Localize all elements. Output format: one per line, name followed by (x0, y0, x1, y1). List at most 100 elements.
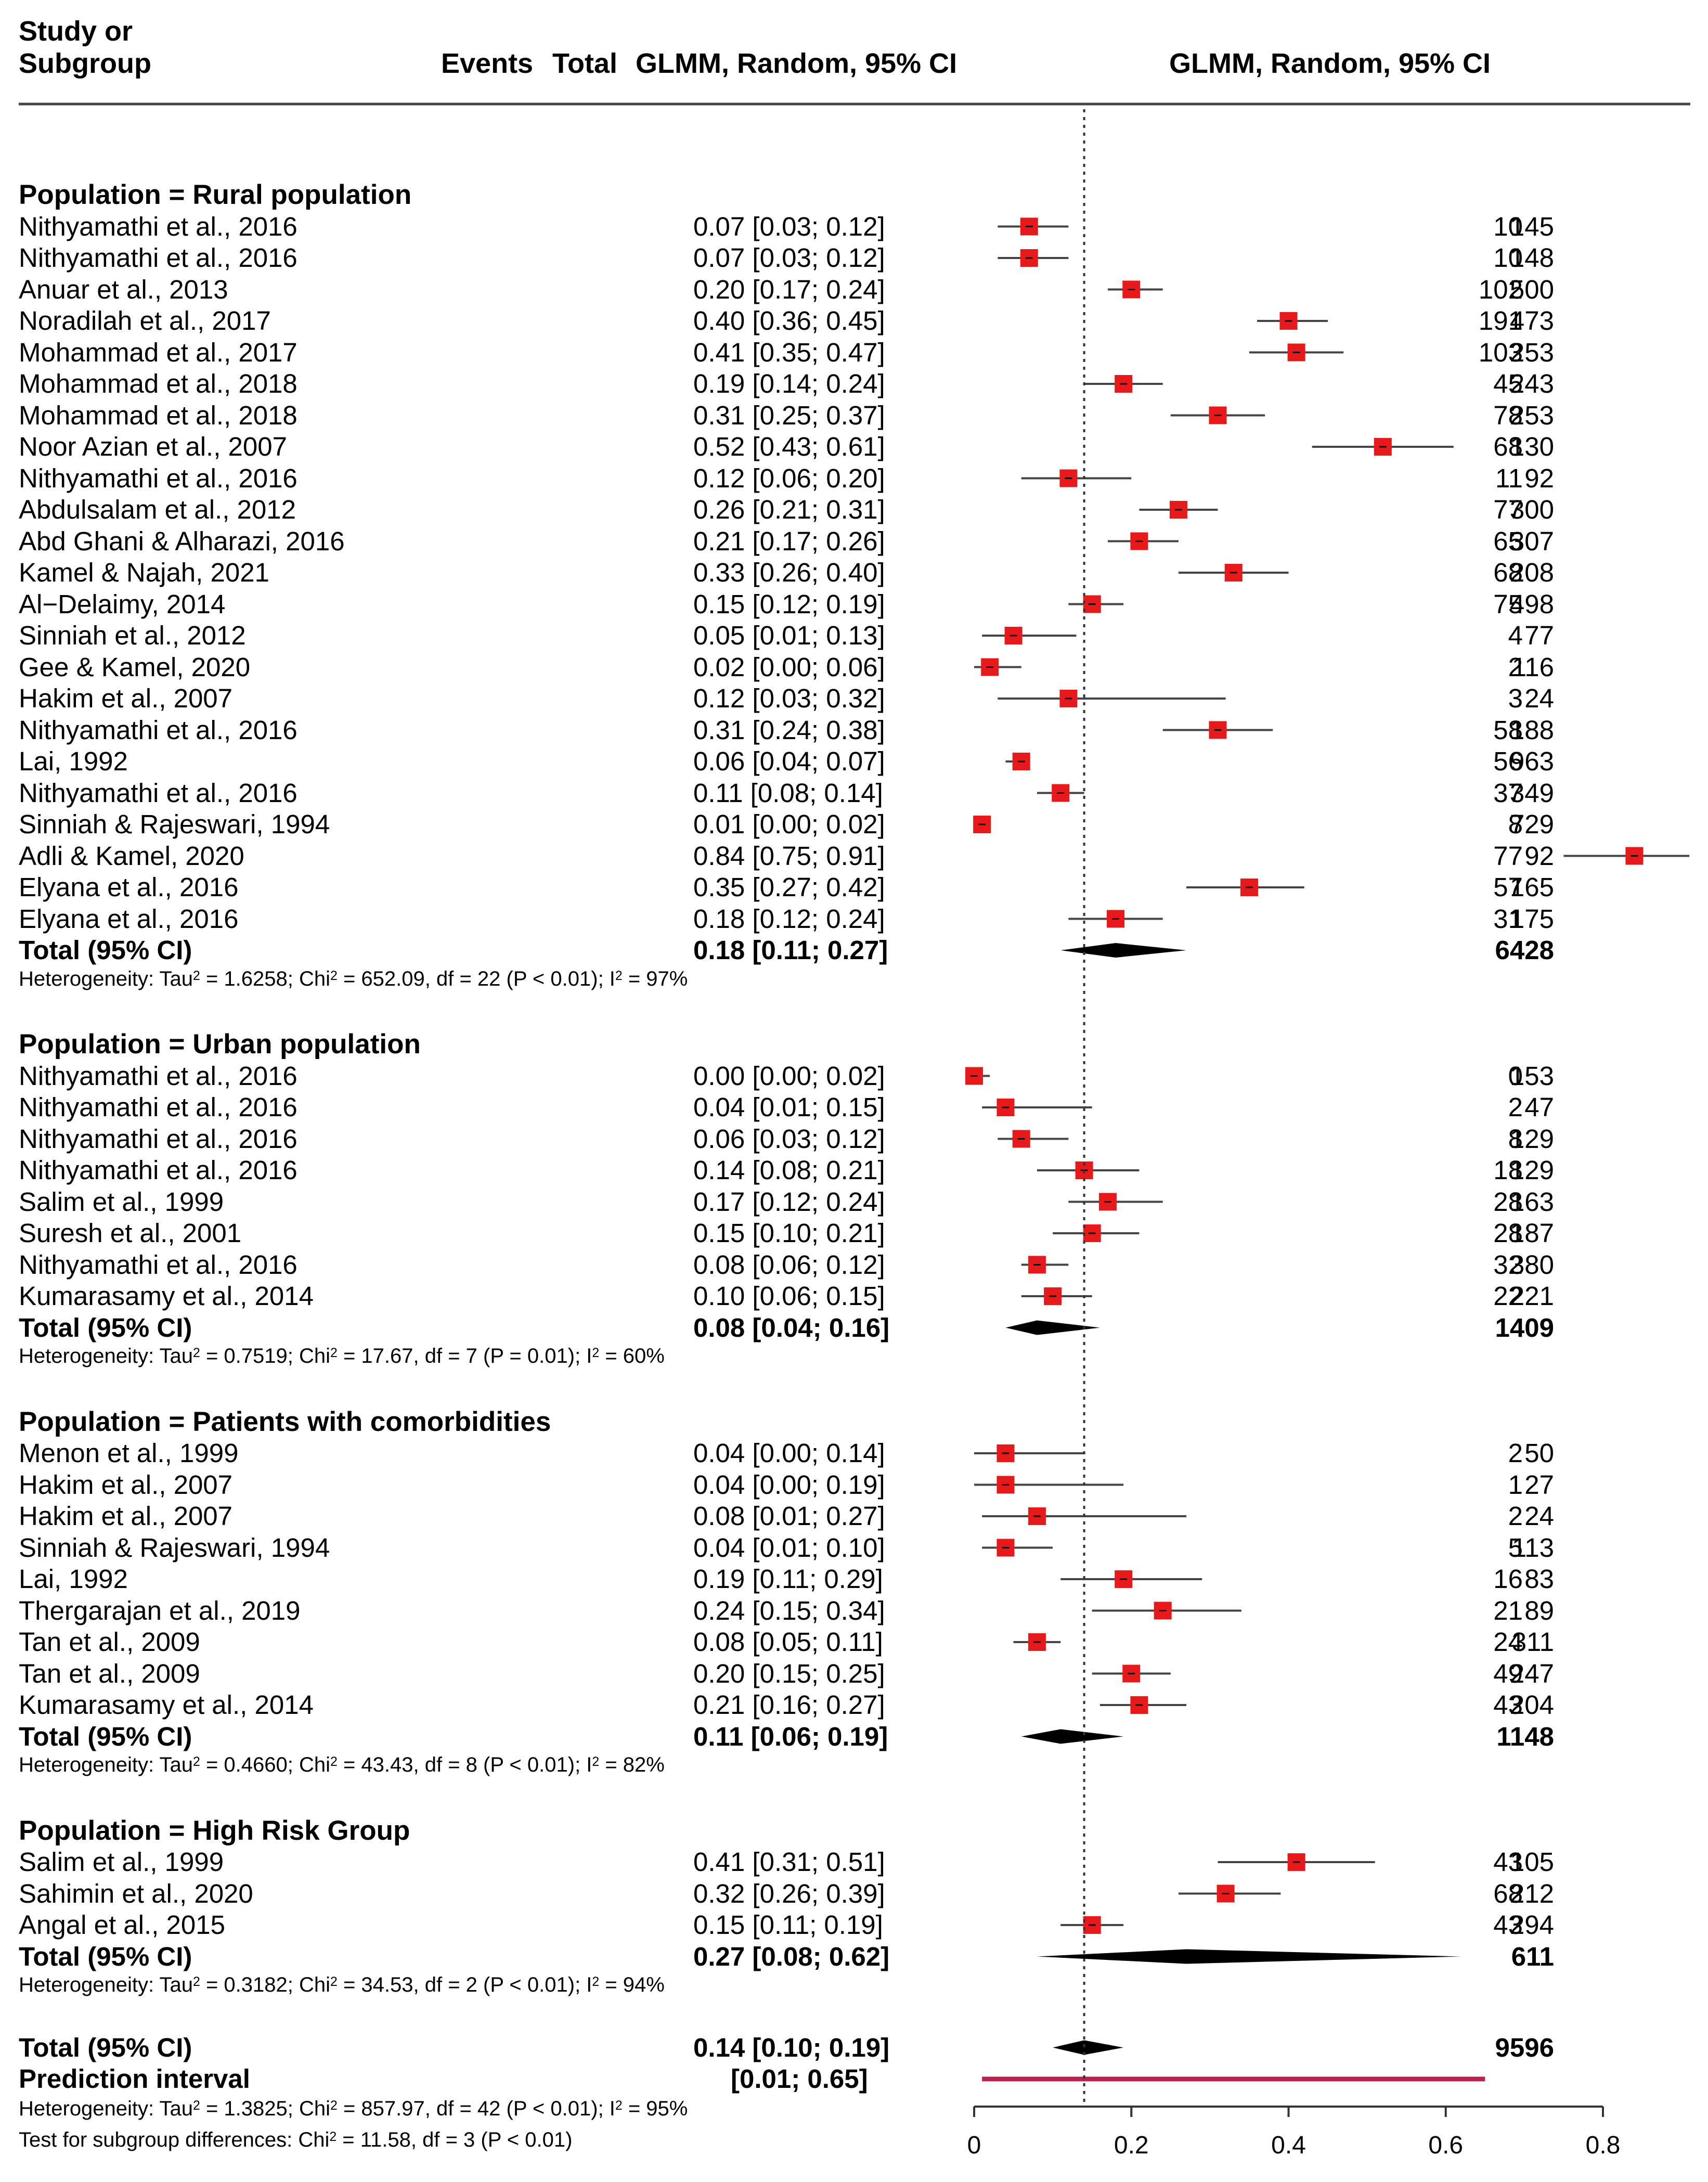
study-ci-text: 0.24 [0.15; 0.34] (693, 1595, 885, 1625)
study-name: Kamel & Najah, 2021 (19, 558, 269, 587)
study-ci-text: 0.41 [0.35; 0.47] (693, 337, 885, 367)
plot-title: GLMM, Random, 95% CI (1169, 48, 1491, 79)
study-total: 212 (1509, 1878, 1554, 1908)
study-total: 221 (1509, 1281, 1554, 1311)
heterogeneity-text: Heterogeneity: Tau2 = 0.3182; Chi2 = 34.… (19, 1973, 665, 1996)
study-name: Noor Azian et al., 2007 (19, 432, 288, 461)
study-row: Nithyamathi et al., 2016 2 47 0.04 [0.01; 0… (0, 1092, 1554, 1123)
study-events: 1 (1508, 1469, 1523, 1500)
study-events: 68 (1493, 432, 1523, 461)
study-name: Adli & Kamel, 2020 (19, 841, 244, 871)
subgroup-total-row: Total (95% CI) 6428 0.18 [0.11; 0.27] (0, 935, 1554, 966)
study-events: 78 (1493, 400, 1523, 430)
header-study-line2: Subgroup (19, 48, 151, 79)
study-total: 92 (1524, 463, 1554, 493)
study-events: 58 (1493, 715, 1523, 745)
study-total: 498 (1509, 589, 1554, 619)
study-row: Angal et al., 2015 43 294 0.15 [0.11; 0.19] (0, 1909, 1554, 1941)
study-total: 50 (1524, 1438, 1554, 1468)
study-row: Suresh et al., 2001 28 187 0.15 [0.10; 0.21… (0, 1218, 1554, 1249)
study-events: 21 (1493, 1595, 1523, 1625)
study-row: Sahimin et al., 2020 68 212 0.32 [0.26; 0.3… (0, 1878, 1554, 1909)
study-name: Hakim et al., 2007 (19, 683, 233, 713)
subgroup-total-label: Total (95% CI) (19, 1941, 192, 1971)
study-row: Elyana et al., 2016 57 165 0.35 [0.27; 0.42… (0, 872, 1554, 903)
study-row: Sinniah et al., 2012 4 77 0.05 [0.01; 0.13] (0, 620, 1554, 651)
study-row: Mohammad et al., 2017 103 253 0.41 [0.35; 0… (0, 337, 1554, 368)
study-name: Nithyamathi et al., 2016 (19, 1092, 297, 1122)
study-row: Salim et al., 1999 43 105 0.41 [0.31; 0.51] (0, 1847, 1554, 1878)
study-ci-text: 0.19 [0.14; 0.24] (693, 369, 885, 398)
study-ci-text: 0.10 [0.06; 0.15] (693, 1281, 885, 1311)
study-name: Nithyamathi et al., 2016 (19, 211, 297, 241)
study-ci-text: 0.04 [0.01; 0.10] (693, 1532, 885, 1563)
study-ci-text: 0.84 [0.75; 0.91] (693, 841, 885, 871)
x-tick-label: 0.8 (1586, 2132, 1621, 2159)
study-events: 31 (1493, 903, 1523, 934)
study-name: Sinniah et al., 2012 (19, 621, 246, 650)
study-ci-text: 0.11 [0.08; 0.14] (693, 778, 883, 808)
study-total: 47 (1524, 1092, 1554, 1122)
subgroup-total-ci: 0.18 [0.11; 0.27] (693, 935, 888, 965)
study-name: Lai, 1992 (19, 746, 128, 776)
study-events: 49 (1493, 1658, 1523, 1688)
prediction-label: Prediction interval (19, 2064, 250, 2094)
study-total: 130 (1509, 432, 1554, 461)
study-ci-text: 0.17 [0.12; 0.24] (693, 1186, 885, 1217)
study-total: 963 (1509, 746, 1554, 776)
subgroup-test: Test for subgroup differences: Chi2 = 11… (0, 2124, 936, 2155)
study-ci-text: 0.06 [0.04; 0.07] (693, 746, 885, 776)
study-events: 43 (1493, 1847, 1523, 1877)
subgroup-heterogeneity: Heterogeneity: Tau2 = 0.3182; Chi2 = 34.… (0, 1969, 936, 2000)
study-events: 191 (1478, 306, 1523, 335)
study-name: Mohammad et al., 2018 (19, 400, 297, 430)
study-row: Nithyamathi et al., 2016 10 145 0.07 [0.03;… (0, 211, 1554, 242)
study-events: 28 (1493, 1186, 1523, 1217)
study-events: 10 (1493, 243, 1523, 273)
study-row: Kamel & Najah, 2021 68 208 0.33 [0.26; 0.40… (0, 557, 1554, 588)
study-events: 37 (1493, 778, 1523, 808)
x-tick-label: 0.6 (1428, 2132, 1463, 2159)
study-events: 22 (1493, 1281, 1523, 1311)
study-total: 24 (1524, 683, 1554, 713)
study-events: 11 (1495, 463, 1523, 493)
study-total: 473 (1509, 306, 1554, 335)
study-row: Nithyamathi et al., 2016 58 188 0.31 [0.24;… (0, 715, 1554, 746)
study-name: Nithyamathi et al., 2016 (19, 1249, 297, 1280)
subgroup-total-row: Total (95% CI) 1409 0.08 [0.04; 0.16] (0, 1312, 1554, 1344)
study-ci-text: 0.26 [0.21; 0.31] (693, 495, 885, 524)
subgroup-test-text: Test for subgroup differences: Chi2 = 11… (19, 2128, 573, 2151)
overall-total-row: Total (95% CI) 9596 0.14 [0.10; 0.19] (0, 2032, 1554, 2063)
study-name: Nithyamathi et al., 2016 (19, 1061, 297, 1091)
study-total: 24 (1524, 1501, 1554, 1531)
overall-total-n: 9596 (1495, 2032, 1554, 2062)
study-total: 208 (1509, 558, 1554, 587)
heterogeneity-text: Heterogeneity: Tau2 = 0.4660; Chi2 = 43.… (19, 1753, 665, 1776)
study-total: 187 (1509, 1218, 1554, 1248)
study-name: Nithyamathi et al., 2016 (19, 715, 297, 745)
study-name: Nithyamathi et al., 2016 (19, 1155, 297, 1185)
study-ci-text: 0.00 [0.00; 0.02] (693, 1061, 885, 1091)
study-events: 2 (1508, 652, 1523, 682)
study-row: Gee & Kamel, 2020 2 116 0.02 [0.00; 0.06] (0, 652, 1554, 683)
study-events: 68 (1493, 558, 1523, 587)
study-events: 2 (1508, 1501, 1523, 1531)
x-tick-label: 0.2 (1114, 2132, 1149, 2159)
study-row: Sinniah & Rajeswari, 1994 5 113 0.04 [0.01;… (0, 1532, 1554, 1564)
study-row: Nithyamathi et al., 2016 10 148 0.07 [0.03;… (0, 242, 1554, 274)
subgroup-label: Population = Rural population (19, 179, 412, 210)
study-name: Abd Ghani & Alharazi, 2016 (19, 526, 345, 556)
study-events: 28 (1493, 1218, 1523, 1248)
header-events: Events (441, 48, 534, 79)
study-ci-text: 0.04 [0.00; 0.19] (693, 1469, 885, 1500)
study-events: 68 (1493, 1878, 1523, 1908)
study-name: Mohammad et al., 2017 (19, 337, 297, 367)
study-name: Menon et al., 1999 (19, 1438, 239, 1468)
prediction-ci: [0.01; 0.65] (731, 2064, 868, 2094)
study-ci-text: 0.04 [0.01; 0.15] (693, 1092, 885, 1122)
study-total: 165 (1509, 872, 1554, 902)
subgroup-total-ci: 0.08 [0.04; 0.16] (693, 1312, 890, 1342)
study-events: 8 (1508, 1124, 1523, 1154)
study-name: Sahimin et al., 2020 (19, 1878, 253, 1908)
